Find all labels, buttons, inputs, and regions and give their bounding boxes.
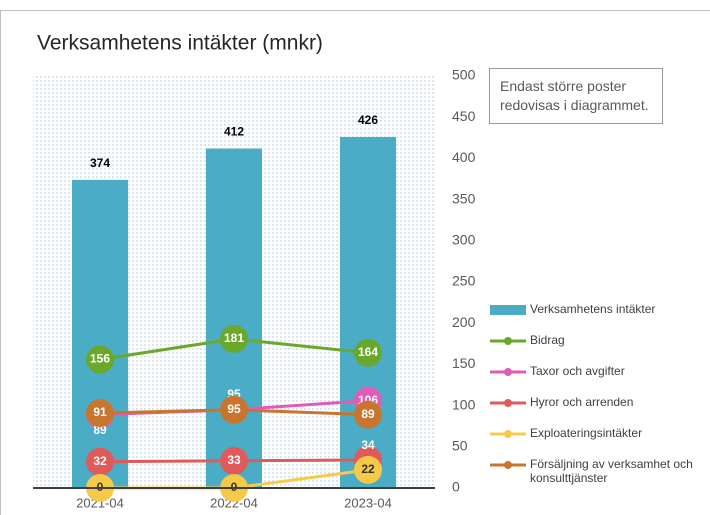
marker (354, 455, 382, 484)
swatch (504, 399, 512, 407)
legend-label: Verksamhetens intäkter (530, 302, 656, 316)
legend-item: Hyror och arrenden (490, 395, 705, 426)
swatch (504, 337, 512, 345)
legend-item: Försäljning av verksamhet och konsulttjä… (490, 457, 705, 488)
bar (206, 148, 262, 488)
y-tick-label: 50 (452, 438, 468, 454)
annotation: Endast större poster redovisas i diagram… (489, 68, 663, 124)
swatch (504, 430, 512, 438)
x-tick-label: 2021-04 (76, 495, 124, 510)
y-tick-label: 150 (452, 355, 476, 371)
frame (0, 10, 710, 515)
legend-label: Hyror och arrenden (530, 395, 634, 409)
legend-item: Bidrag (490, 333, 705, 364)
marker (354, 400, 382, 429)
swatch (504, 461, 512, 469)
marker (354, 338, 382, 367)
legend-swatch (490, 368, 526, 376)
legend-swatch (490, 337, 526, 345)
legend-label: Taxor och avgifter (530, 364, 625, 378)
data-label: 32 (93, 454, 107, 468)
data-label: 412 (224, 125, 244, 139)
data-label: 156 (90, 352, 110, 366)
x-tick-label: 2022-04 (210, 495, 258, 510)
y-tick-label: 100 (452, 396, 476, 412)
legend-item: Verksamhetens intäkter (490, 302, 705, 333)
legend-swatch (490, 430, 526, 438)
x-tick-label: 2023-04 (344, 495, 392, 510)
legend-swatch (490, 305, 526, 315)
marker (220, 446, 248, 475)
data-label: 164 (358, 345, 378, 359)
marker (86, 447, 114, 476)
data-label: 426 (358, 113, 378, 127)
data-label: 91 (93, 405, 107, 419)
marker (220, 395, 248, 424)
swatch (490, 305, 526, 315)
y-tick-label: 200 (452, 314, 476, 330)
marker (220, 324, 248, 353)
legend-label: Exploateringsintäkter (530, 426, 643, 440)
data-label: 95 (227, 402, 241, 416)
data-label: 33 (227, 453, 241, 467)
data-label: 34 (361, 438, 375, 452)
y-tick-label: 450 (452, 108, 476, 124)
legend-item: Exploateringsintäkter (490, 426, 705, 457)
marker (86, 345, 114, 374)
legend-item: Taxor och avgifter (490, 364, 705, 395)
bar (72, 179, 128, 488)
y-tick-label: 0 (452, 479, 460, 495)
chart-title: Verksamhetens intäkter (mnkr) (37, 32, 323, 55)
legend-swatch (490, 399, 526, 407)
legend-label: Försäljning av verksamhet och konsulttjä… (530, 457, 693, 485)
swatch (504, 368, 512, 376)
data-label: 181 (224, 331, 244, 345)
marker (86, 399, 114, 428)
legend-label: Bidrag (530, 333, 565, 347)
bar (340, 136, 396, 488)
legend-swatch (490, 461, 526, 469)
data-label: 89 (361, 407, 375, 421)
data-label: 22 (361, 462, 375, 476)
legend: Verksamhetens intäkter Bidrag Taxor och av… (490, 302, 705, 488)
y-tick-label: 250 (452, 273, 476, 289)
y-tick-label: 350 (452, 190, 476, 206)
y-tick-label: 300 (452, 232, 476, 248)
y-tick-label: 400 (452, 149, 476, 165)
data-label: 374 (90, 156, 110, 170)
y-tick-label: 500 (452, 67, 476, 83)
